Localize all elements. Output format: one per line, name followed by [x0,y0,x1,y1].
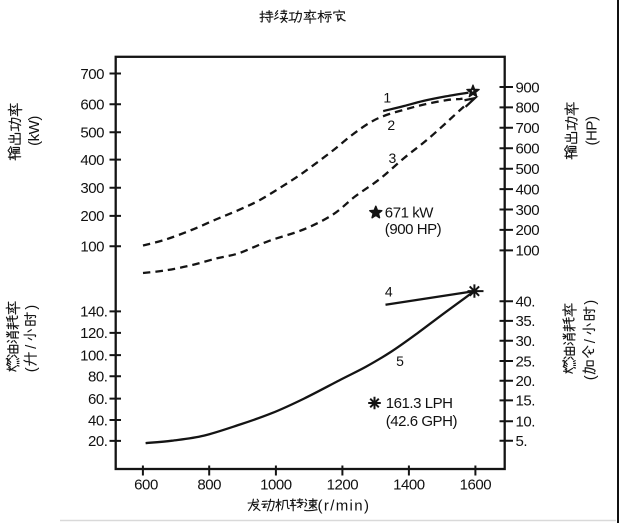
svg-text:100: 100 [80,239,104,256]
svg-text:200: 200 [516,222,540,239]
svg-text:20.: 20. [88,433,108,450]
svg-text:60.: 60. [88,391,108,408]
svg-text:40.: 40. [88,412,108,429]
svg-text:1600: 1600 [460,476,492,493]
svg-text:100.: 100. [80,347,107,364]
svg-text:500: 500 [516,161,540,178]
svg-text:400: 400 [80,152,104,169]
svg-text:1400: 1400 [393,476,425,493]
svg-text:25.: 25. [516,353,536,370]
svg-text:900: 900 [516,79,540,96]
svg-text:800: 800 [197,476,221,493]
svg-text:1: 1 [383,89,391,105]
svg-text:): ) [23,305,40,310]
svg-text:140.: 140. [80,304,107,321]
svg-text:120.: 120. [80,325,107,342]
svg-text:800: 800 [516,100,540,117]
svg-text:10.: 10. [516,414,536,431]
svg-text:20.: 20. [516,373,536,390]
svg-text:200: 200 [80,208,104,225]
svg-text:5: 5 [396,353,404,369]
svg-text:30.: 30. [516,333,536,350]
svg-text:400: 400 [516,181,540,198]
svg-text:600: 600 [516,141,540,158]
svg-text:35.: 35. [516,313,536,330]
svg-text:5.: 5. [516,433,528,450]
svg-text:671 kW: 671 kW [385,204,434,221]
svg-text:300: 300 [516,202,540,219]
svg-text:(r/min): (r/min) [318,498,369,515]
svg-text:(: ( [23,367,40,372]
svg-text:700: 700 [80,66,104,83]
svg-text:15.: 15. [516,393,536,410]
svg-text:4: 4 [385,284,393,300]
svg-text:(900 HP): (900 HP) [385,221,442,238]
svg-text:(kW): (kW) [26,116,43,146]
svg-text:300: 300 [80,180,104,197]
svg-text:40.: 40. [516,294,536,311]
svg-text:(42.6 GPH): (42.6 GPH) [386,413,458,430]
svg-text:700: 700 [516,120,540,137]
svg-text:): ) [582,300,599,305]
svg-text:/: / [582,338,599,343]
svg-text:(HP): (HP) [583,116,600,145]
svg-text:1000: 1000 [260,476,292,493]
svg-text:(: ( [582,375,599,380]
svg-text:2: 2 [387,117,395,133]
svg-text:600: 600 [80,97,104,114]
svg-text:/: / [23,344,40,349]
svg-text:80.: 80. [88,369,108,386]
svg-text:1200: 1200 [327,476,359,493]
svg-text:3: 3 [389,150,397,166]
svg-text:161.3 LPH: 161.3 LPH [386,395,453,412]
svg-text:100: 100 [516,243,540,260]
svg-text:500: 500 [80,125,104,142]
svg-text:600: 600 [134,476,158,493]
